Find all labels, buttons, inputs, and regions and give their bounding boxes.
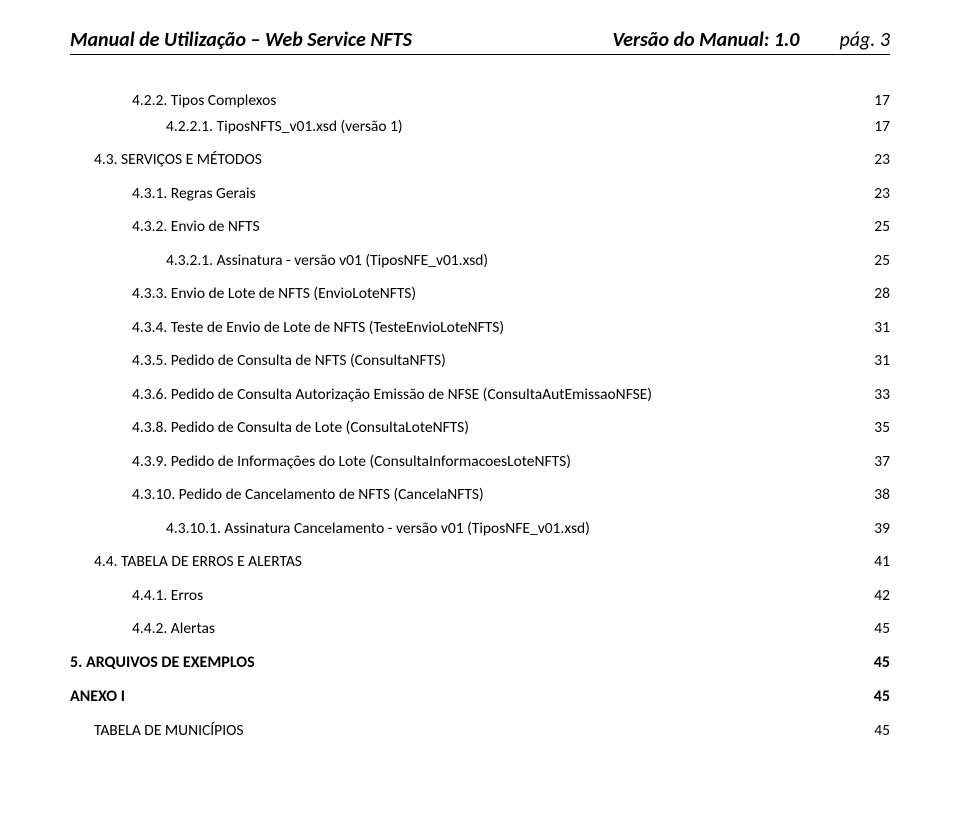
toc-entry: TABELA DE MUNICÍPIOS 45 [70,723,890,739]
toc-entry-label: 4.3.2.1. Assinatura - versão v01 (TiposN… [166,253,488,269]
toc-entry-label: 4.3.10.1. Assinatura Cancelamento - vers… [166,521,590,537]
toc-entry-label: 4.2.2. Tipos Complexos [132,93,276,109]
toc-entry-label: 4.3.9. Pedido de Informações do Lote (Co… [132,454,571,470]
toc-entry: 4.4.2. Alertas 45 [70,621,890,637]
toc-entry: 4.3.10. Pedido de Cancelamento de NFTS (… [70,487,890,503]
page: Manual de Utilização – Web Service NFTS … [0,0,960,788]
toc-entry: 4.3.10.1. Assinatura Cancelamento - vers… [70,521,890,537]
toc-entry-page: 35 [874,420,890,436]
doc-version: Versão do Manual: 1.0 [612,28,799,52]
toc-entry: 4.3.1. Regras Gerais 23 [70,186,890,202]
toc-entry-label: 4.3. SERVIÇOS E MÉTODOS [94,152,262,168]
toc-entry-page: 45 [874,655,890,671]
toc-entry-page: 17 [874,93,890,109]
toc-entry-page: 45 [874,723,890,739]
toc-entry-page: 45 [874,621,890,637]
toc-entry-page: 38 [874,487,890,503]
toc-entry-label: 4.3.8. Pedido de Consulta de Lote (Consu… [132,420,469,436]
toc-entry-page: 37 [874,454,890,470]
toc-entry-label: 4.2.2.1. TiposNFTS_v01.xsd (versão 1) [166,119,403,135]
toc-entry-page: 23 [874,186,890,202]
doc-page: pág. 3 [839,28,890,52]
toc-entry: 4.4.1. Erros 42 [70,588,890,604]
toc-entry-page: 31 [874,320,890,336]
toc-entry-label: 4.4.2. Alertas [132,621,215,637]
toc-entry-label: 4.4. TABELA DE ERROS E ALERTAS [94,554,302,570]
toc-entry: 4.3.4. Teste de Envio de Lote de NFTS (T… [70,320,890,336]
toc-entry: 4.3.5. Pedido de Consulta de NFTS (Consu… [70,353,890,369]
toc-entry: ANEXO I 45 [70,689,890,705]
toc-entry-label: TABELA DE MUNICÍPIOS [94,723,243,739]
toc-entry-label: 5. ARQUIVOS DE EXEMPLOS [70,655,255,671]
toc-entry-page: 25 [874,253,890,269]
toc-entry-label: 4.3.1. Regras Gerais [132,186,256,202]
toc-entry-page: 45 [874,689,890,705]
toc-entry-label: 4.4.1. Erros [132,588,203,604]
toc-entry: 4.2.2. Tipos Complexos 17 [70,93,890,109]
doc-title: Manual de Utilização – Web Service NFTS [70,28,612,52]
toc-entry: 5. ARQUIVOS DE EXEMPLOS 45 [70,655,890,671]
toc-entry-page: 33 [874,387,890,403]
toc-entry: 4.3.6. Pedido de Consulta Autorização Em… [70,387,890,403]
toc-entry: 4.3. SERVIÇOS E MÉTODOS 23 [70,152,890,168]
toc-entry: 4.3.9. Pedido de Informações do Lote (Co… [70,454,890,470]
toc-entry: 4.3.8. Pedido de Consulta de Lote (Consu… [70,420,890,436]
toc-entry-label: 4.3.3. Envio de Lote de NFTS (EnvioLoteN… [132,286,416,302]
toc-entry-page: 17 [874,119,890,135]
toc-entry: 4.3.2. Envio de NFTS 25 [70,219,890,235]
toc-entry-label: 4.3.10. Pedido de Cancelamento de NFTS (… [132,487,484,503]
toc-entry-label: 4.3.4. Teste de Envio de Lote de NFTS (T… [132,320,504,336]
toc-entry-label: ANEXO I [70,689,125,705]
toc-entry: 4.2.2.1. TiposNFTS_v01.xsd (versão 1) 17 [70,119,890,135]
toc-entry-label: 4.3.6. Pedido de Consulta Autorização Em… [132,387,652,403]
toc-entry: 4.3.3. Envio de Lote de NFTS (EnvioLoteN… [70,286,890,302]
toc-entry-page: 28 [874,286,890,302]
header: Manual de Utilização – Web Service NFTS … [70,28,890,55]
toc-entry-page: 25 [874,219,890,235]
toc-entry-page: 42 [874,588,890,604]
table-of-contents: 4.2.2. Tipos Complexos174.2.2.1. TiposNF… [70,93,890,738]
toc-entry-page: 39 [874,521,890,537]
toc-entry: 4.3.2.1. Assinatura - versão v01 (TiposN… [70,253,890,269]
toc-entry-label: 4.3.5. Pedido de Consulta de NFTS (Consu… [132,353,446,369]
toc-entry: 4.4. TABELA DE ERROS E ALERTAS 41 [70,554,890,570]
toc-entry-page: 31 [874,353,890,369]
toc-entry-page: 41 [874,554,890,570]
toc-entry-label: 4.3.2. Envio de NFTS [132,219,260,235]
toc-entry-page: 23 [874,152,890,168]
